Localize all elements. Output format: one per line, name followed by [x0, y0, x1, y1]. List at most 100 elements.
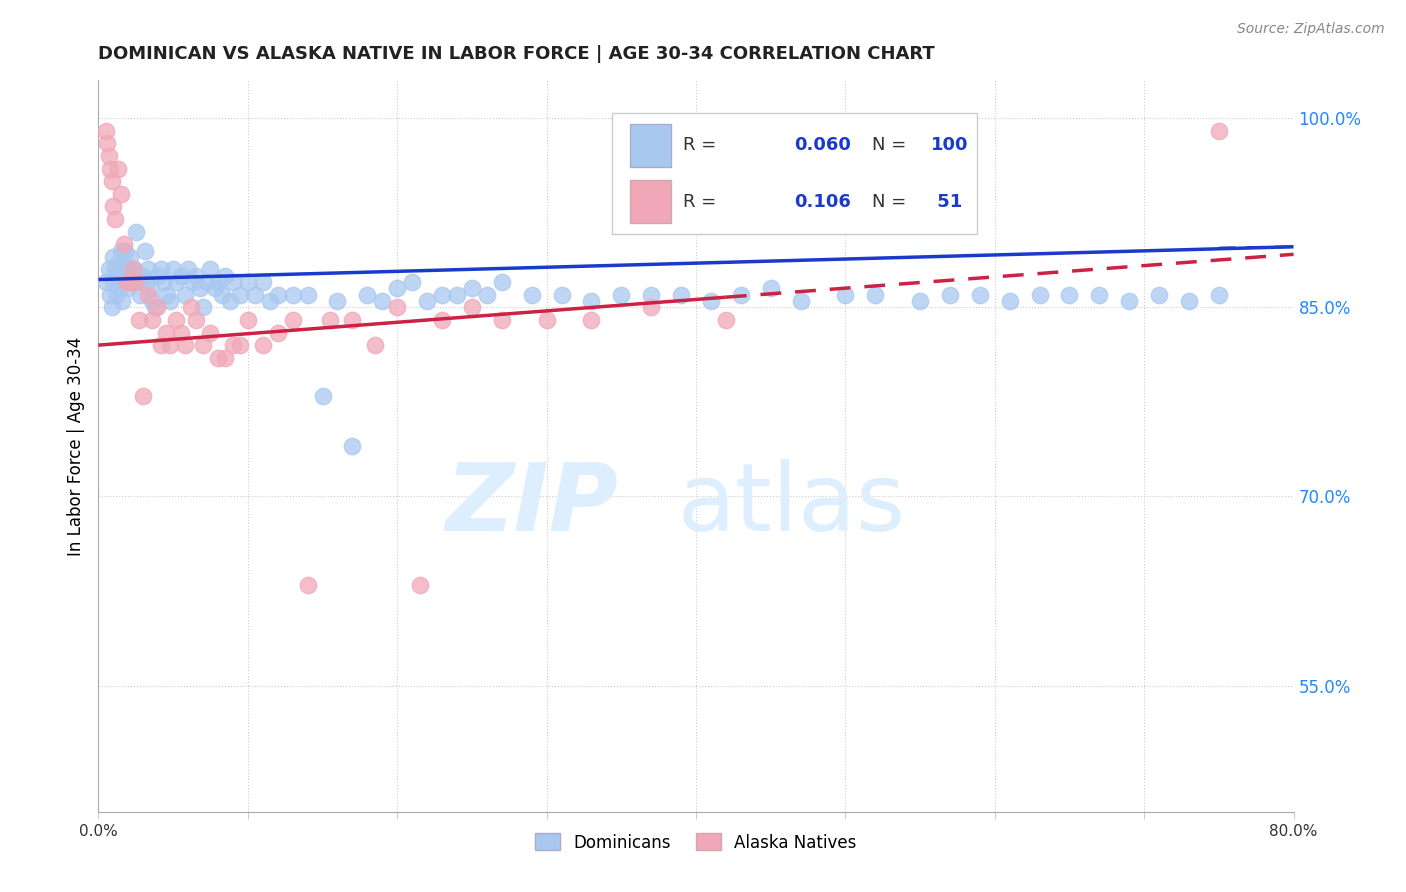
Point — [491, 313, 513, 327]
Point — [908, 293, 931, 308]
Point — [1059, 287, 1081, 301]
Point — [669, 287, 692, 301]
Point — [110, 186, 132, 201]
Point — [129, 287, 152, 301]
Point — [153, 275, 176, 289]
Point — [118, 275, 141, 289]
Point — [191, 338, 214, 352]
Point — [174, 287, 197, 301]
Point — [222, 275, 245, 289]
Point — [118, 250, 141, 264]
Point — [214, 268, 236, 283]
Point — [356, 287, 378, 301]
Point — [110, 244, 132, 258]
Point — [364, 338, 387, 352]
Point — [114, 244, 136, 258]
Point — [207, 275, 229, 289]
Point — [998, 293, 1021, 308]
Point — [103, 199, 125, 213]
Point — [125, 225, 148, 239]
Point — [101, 174, 124, 188]
Point — [148, 268, 170, 283]
Point — [610, 287, 633, 301]
Point — [156, 287, 179, 301]
Point — [969, 287, 991, 301]
Point — [267, 287, 290, 301]
Point — [385, 281, 409, 295]
Text: N =: N = — [872, 136, 911, 154]
Point — [145, 300, 167, 314]
Point — [385, 300, 409, 314]
Point — [103, 275, 125, 289]
Point — [97, 262, 120, 277]
Point — [207, 351, 229, 365]
Point — [121, 262, 143, 277]
Point — [200, 262, 222, 277]
Point — [1208, 124, 1230, 138]
Text: 100: 100 — [931, 136, 969, 154]
Point — [446, 287, 468, 301]
Point — [112, 237, 135, 252]
Point — [267, 326, 290, 340]
Point — [105, 268, 128, 283]
Point — [97, 149, 120, 163]
Text: DOMINICAN VS ALASKA NATIVE IN LABOR FORCE | AGE 30-34 CORRELATION CHART: DOMINICAN VS ALASKA NATIVE IN LABOR FORC… — [98, 45, 935, 63]
Point — [1178, 293, 1201, 308]
Point — [107, 256, 129, 270]
Legend: Dominicans, Alaska Natives: Dominicans, Alaska Natives — [529, 827, 863, 858]
Point — [211, 287, 233, 301]
Point — [96, 136, 118, 151]
Point — [94, 124, 117, 138]
Point — [98, 161, 122, 176]
Text: atlas: atlas — [678, 458, 905, 550]
Point — [401, 275, 423, 289]
Point — [124, 262, 146, 277]
Point — [640, 300, 662, 314]
Point — [222, 338, 245, 352]
Point — [236, 313, 259, 327]
Point — [169, 326, 191, 340]
Point — [159, 338, 181, 352]
Point — [104, 262, 127, 277]
Point — [165, 313, 187, 327]
Point — [461, 281, 484, 295]
Point — [162, 262, 184, 277]
Text: 0.106: 0.106 — [794, 193, 851, 211]
Point — [94, 275, 117, 289]
Point — [103, 250, 125, 264]
Point — [319, 313, 342, 327]
Point — [1118, 293, 1140, 308]
Point — [408, 578, 430, 592]
Point — [150, 262, 173, 277]
Point — [204, 281, 226, 295]
Point — [120, 268, 142, 283]
Point — [581, 293, 603, 308]
Point — [165, 275, 187, 289]
Point — [236, 275, 259, 289]
Point — [581, 313, 603, 327]
Point — [184, 313, 207, 327]
Point — [342, 313, 364, 327]
Point — [789, 293, 811, 308]
Point — [191, 300, 214, 314]
Point — [520, 287, 543, 301]
Point — [252, 275, 274, 289]
Point — [115, 275, 138, 289]
Point — [297, 287, 319, 301]
Point — [169, 268, 191, 283]
Point — [834, 287, 856, 301]
Point — [714, 313, 737, 327]
Point — [326, 293, 349, 308]
Point — [108, 281, 131, 295]
Point — [139, 281, 162, 295]
Point — [174, 338, 197, 352]
Point — [259, 293, 281, 308]
FancyBboxPatch shape — [630, 124, 671, 167]
Point — [125, 275, 148, 289]
Point — [101, 300, 124, 314]
Point — [491, 275, 513, 289]
Point — [536, 313, 558, 327]
Point — [214, 351, 236, 365]
Point — [136, 262, 159, 277]
Point — [281, 313, 304, 327]
